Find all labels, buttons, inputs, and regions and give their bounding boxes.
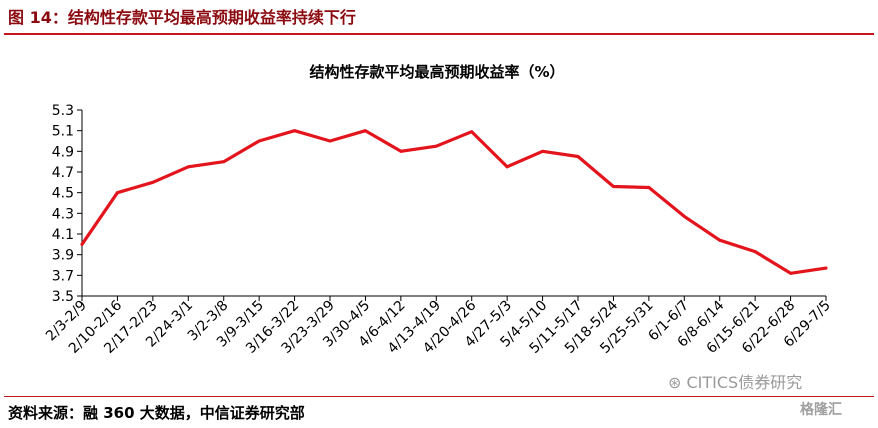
- figure-title: 图 14：结构性存款平均最高预期收益率持续下行: [8, 8, 356, 27]
- data-point: [364, 129, 367, 133]
- y-axis-ticks: 3.5 3.7 3.9 4.1 4.3 4.5 4.7 4.9 5.1 5.3: [52, 103, 82, 305]
- y-tick-label: 5.3: [52, 103, 74, 119]
- watermark: ⊛ CITICS债券研究: [668, 373, 802, 393]
- data-point: [470, 130, 474, 134]
- data-point: [328, 139, 332, 143]
- data-point: [505, 165, 509, 169]
- data-point: [257, 139, 261, 143]
- line-chart: 结构性存款平均最高预期收益率（%） 3.5 3.7 3.9 4.1 4.3 4.5 4.7 4…: [43, 63, 834, 357]
- source-note: 资料来源：融 360 大数据，中信证券研究部: [8, 404, 305, 422]
- wechat-icon: ⊛: [668, 373, 687, 392]
- data-point: [789, 271, 792, 275]
- data-point: [718, 238, 722, 242]
- data-point: [824, 266, 828, 270]
- y-tick-label: 4.1: [52, 227, 74, 243]
- data-point: [80, 242, 84, 246]
- data-point: [612, 185, 615, 188]
- y-tick-label: 3.7: [52, 268, 74, 284]
- data-point: [541, 149, 544, 153]
- watermark-secondary: 格隆汇: [800, 402, 842, 418]
- data-point: [222, 160, 226, 164]
- x-axis-ticks: 2/3-2/92/10-2/162/17-2/232/24-3/13/2-3/8…: [43, 296, 834, 357]
- chart-axes: [81, 110, 826, 297]
- series-line: [80, 129, 828, 275]
- top-divider: [4, 33, 874, 35]
- y-tick-label: 3.5: [52, 289, 74, 305]
- data-point: [151, 180, 155, 184]
- bottom-divider: [4, 396, 874, 397]
- chart-title: 结构性存款平均最高预期收益率（%）: [309, 63, 564, 81]
- y-tick-label: 5.1: [52, 124, 74, 140]
- data-point: [647, 186, 651, 189]
- y-tick-label: 4.5: [52, 186, 74, 202]
- data-point: [682, 215, 686, 218]
- y-tick-label: 4.9: [52, 144, 74, 160]
- data-point: [753, 250, 757, 253]
- series-group: [80, 129, 828, 275]
- data-point: [186, 165, 190, 169]
- y-tick-label: 3.9: [52, 248, 74, 264]
- data-point: [116, 191, 119, 195]
- y-tick-label: 4.3: [52, 206, 74, 222]
- data-point: [399, 149, 403, 153]
- watermark-text: CITICS债券研究: [686, 373, 803, 392]
- data-point: [434, 144, 438, 148]
- data-point: [293, 129, 296, 133]
- y-tick-label: 4.7: [52, 165, 74, 181]
- data-point: [576, 155, 580, 158]
